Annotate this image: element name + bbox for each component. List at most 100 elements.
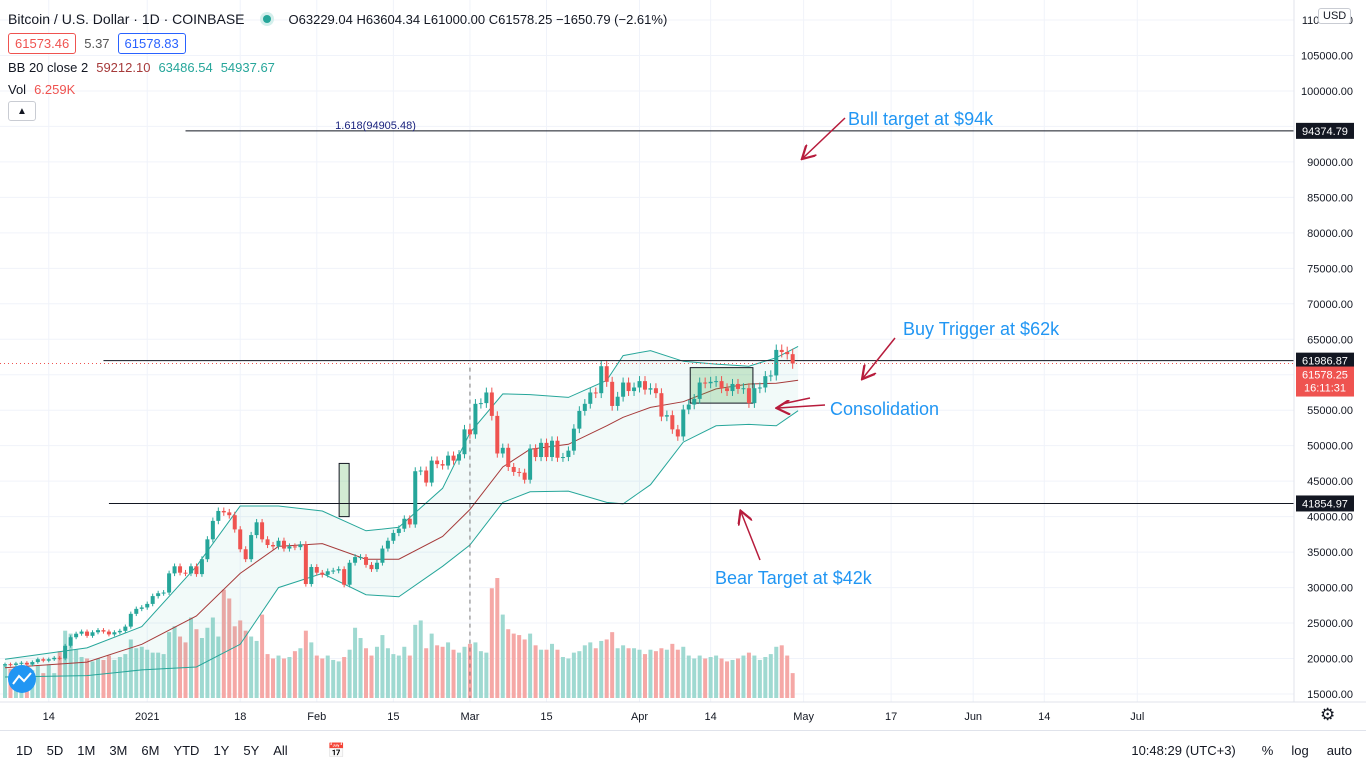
candle: [632, 382, 637, 396]
volume-bar: [57, 651, 62, 698]
candle-body: [637, 381, 642, 388]
candle-body: [172, 566, 177, 574]
date-range-icon[interactable]: 📅: [327, 741, 346, 758]
candle-body: [517, 471, 522, 473]
volume-bar: [210, 617, 215, 698]
volume-bar: [670, 643, 675, 698]
candle-body: [281, 540, 286, 549]
range-button-ytd[interactable]: YTD: [173, 742, 200, 758]
candle: [763, 371, 768, 393]
range-button-5d[interactable]: 5D: [46, 742, 64, 758]
symbol-title[interactable]: Bitcoin / U.S. Dollar · 1D · COINBASE: [8, 11, 245, 27]
price-tick-label: 100000.00: [1301, 86, 1353, 98]
range-buttons: 1D 5D 1M 3M 6M YTD 1Y 5Y All: [16, 743, 302, 758]
volume-bar: [489, 588, 494, 698]
range-button-all[interactable]: All: [273, 742, 288, 758]
candle-body: [161, 592, 166, 594]
ask-price-button[interactable]: 61578.83: [117, 32, 186, 54]
volume-bar: [150, 652, 155, 698]
vol-label[interactable]: Vol: [8, 81, 27, 97]
candle: [703, 377, 708, 389]
price-tick-label: 85000.00: [1307, 192, 1353, 204]
volume-bar: [457, 652, 462, 698]
candle-body: [697, 382, 702, 399]
candle: [128, 611, 133, 629]
market-status-icon: [262, 15, 271, 23]
volume-bar: [68, 633, 73, 698]
candle: [757, 382, 762, 394]
volume-bar: [221, 589, 226, 698]
volume-bar: [599, 640, 604, 698]
candle: [112, 630, 117, 637]
currency-button[interactable]: USD: [1318, 8, 1352, 24]
candle: [675, 424, 680, 441]
candle-body: [642, 381, 647, 390]
range-button-3m[interactable]: 3M: [109, 742, 128, 758]
candle: [560, 452, 565, 462]
candle: [161, 590, 166, 596]
candle: [281, 537, 286, 552]
candle-body: [347, 562, 352, 585]
candle: [385, 537, 390, 552]
time-tick-label: 14: [705, 711, 717, 723]
range-button-1m[interactable]: 1M: [77, 742, 96, 758]
spread-value: 5.37: [84, 35, 110, 51]
candle-body: [714, 381, 719, 383]
candle-body: [271, 545, 276, 547]
candle-body: [768, 375, 773, 377]
candle: [418, 466, 423, 476]
volume-bar: [276, 655, 281, 698]
candle: [63, 643, 68, 661]
volume-bar: [528, 633, 533, 698]
range-button-1y[interactable]: 1Y: [213, 742, 230, 758]
candle-body: [648, 388, 653, 390]
candle-body: [752, 388, 757, 404]
candle: [57, 656, 62, 661]
candle: [571, 424, 576, 455]
candle: [768, 370, 773, 382]
bid-price-button[interactable]: 61573.46: [8, 32, 77, 54]
range-button-5y[interactable]: 5Y: [243, 742, 260, 758]
candle: [205, 536, 210, 563]
volume-bar: [407, 655, 412, 698]
candle-body: [128, 613, 133, 627]
candle: [424, 466, 429, 487]
range-button-6m[interactable]: 6M: [141, 742, 160, 758]
candle-body: [101, 630, 106, 632]
candle: [719, 376, 724, 394]
candle-body: [495, 415, 500, 454]
volume-bar: [774, 646, 779, 698]
settings-gear-icon[interactable]: ⚙: [1320, 705, 1336, 724]
price-tick-label: 55000.00: [1307, 405, 1353, 417]
candle: [8, 662, 13, 667]
candle-body: [46, 659, 51, 661]
volume-bar: [161, 654, 166, 698]
candle-body: [610, 381, 615, 406]
volume-bar: [199, 638, 204, 698]
candle-body: [446, 455, 451, 466]
candle: [593, 387, 598, 399]
candle: [446, 451, 451, 470]
log-toggle[interactable]: log: [1291, 742, 1309, 758]
volume-bar: [396, 655, 401, 698]
clock-time[interactable]: 10:48:29 (UTC+3): [1131, 742, 1236, 758]
candle: [429, 456, 434, 487]
percent-toggle[interactable]: %: [1261, 742, 1274, 758]
bb-lower-line: [4, 410, 799, 678]
bb-label[interactable]: BB 20 close 2: [8, 59, 89, 75]
range-button-1d[interactable]: 1D: [16, 742, 33, 758]
collapse-legend-button[interactable]: ▲: [8, 101, 36, 121]
candle-body: [621, 382, 626, 397]
candle: [746, 383, 751, 408]
time-tick-label: Apr: [631, 711, 648, 723]
candle-body: [489, 392, 494, 416]
auto-toggle[interactable]: auto: [1326, 742, 1352, 758]
candle-body: [582, 403, 587, 411]
candle-body: [539, 442, 544, 458]
volume-bar: [145, 649, 150, 698]
candle-body: [659, 393, 664, 417]
volume-bar: [265, 654, 270, 698]
candle-body: [615, 396, 620, 406]
